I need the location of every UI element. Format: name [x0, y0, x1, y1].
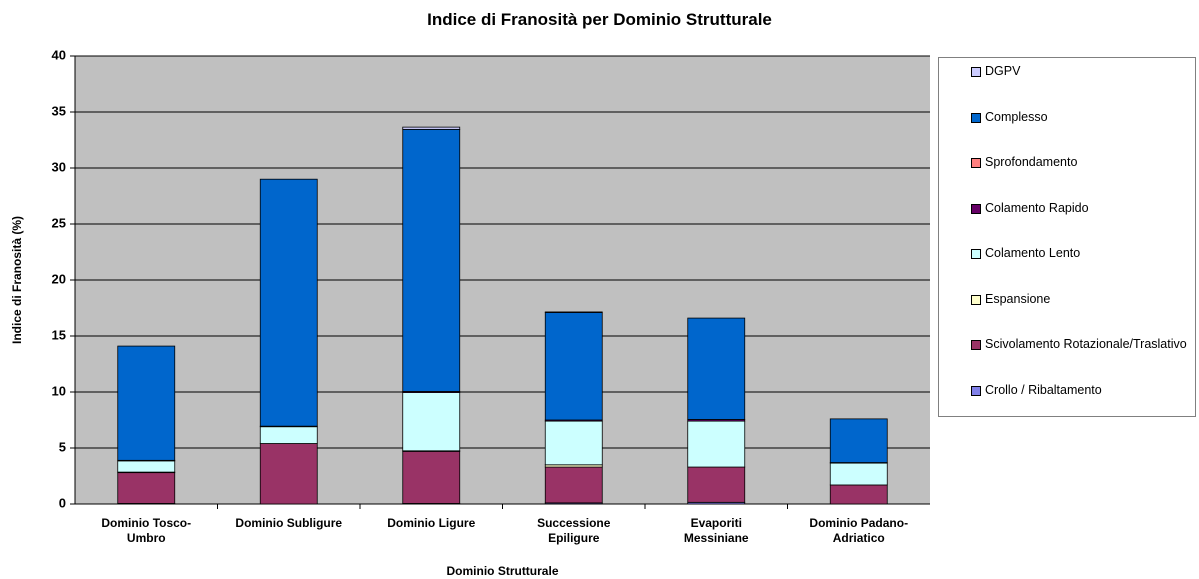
bar-segment: [402, 126, 461, 130]
y-tick-label: 10: [52, 383, 66, 398]
chart-title: Indice di Franosità per Dominio Struttur…: [427, 10, 772, 29]
bar-segment: [402, 392, 461, 452]
bar-segment: [259, 178, 318, 427]
y-tick-label: 5: [59, 439, 66, 454]
bar-segment: [117, 460, 176, 473]
bar-segment: [687, 317, 746, 420]
bar-segment: [687, 420, 746, 468]
y-tick-label: 35: [52, 103, 66, 118]
legend: Crollo / Ribaltamento Scivolamento Rotazi…: [938, 57, 1196, 417]
legend-label: DGPV: [985, 64, 1021, 78]
legend-swatch: [971, 67, 981, 77]
bar-segment: [544, 312, 603, 421]
bar-segment: [259, 443, 318, 505]
legend-swatch: [971, 340, 981, 350]
y-tick-label: 20: [52, 271, 66, 286]
y-tick-label: 30: [52, 159, 66, 174]
bar-segment: [829, 462, 888, 486]
x-tick-label: Successione Epiligure: [537, 516, 611, 545]
y-tick-label: 25: [52, 215, 66, 230]
legend-label: Scivolamento Rotazionale/Traslativo: [985, 337, 1187, 351]
bar-segment: [829, 484, 888, 505]
x-tick-label: Dominio Tosco-Umbro: [101, 516, 192, 545]
y-tick-label: 40: [52, 47, 66, 62]
legend-label: Crollo / Ribaltamento: [985, 382, 1102, 397]
y-axis-label: Indice di Franosità (%): [10, 216, 24, 344]
x-axis-label: Dominio Strutturale: [446, 564, 559, 578]
x-tick-label: Dominio Padano-Adriatico: [809, 516, 909, 545]
bar-segment: [544, 420, 603, 466]
bar-segment: [687, 466, 746, 503]
bar-segment: [117, 472, 176, 504]
legend-swatch: [971, 385, 981, 396]
legend-swatch: [971, 294, 981, 305]
bar-segment: [259, 426, 318, 444]
y-tick-label: 0: [59, 495, 66, 510]
legend-swatch: [971, 203, 981, 214]
bar-segment: [117, 345, 176, 461]
x-tick-label: Dominio Subligure: [235, 516, 343, 530]
legend-swatch: [971, 158, 981, 168]
legend-label: Espansione: [985, 291, 1051, 306]
bar-segment: [402, 128, 461, 392]
legend-swatch: [971, 249, 981, 259]
bar-segment: [544, 466, 603, 504]
legend-label: Sprofondamento: [985, 155, 1078, 169]
bar-segment: [829, 418, 888, 463]
bar-segment: [402, 450, 461, 504]
legend-label: Colamento Rapido: [985, 200, 1089, 215]
x-tick-label: Dominio Ligure: [387, 516, 476, 530]
legend-swatch: [971, 112, 981, 123]
bar-segment: [544, 311, 603, 313]
x-tick-label: Evaporiti Messiniane: [683, 516, 749, 545]
y-tick-label: 15: [52, 327, 66, 342]
legend-label: Complesso: [985, 109, 1048, 124]
legend-label: Colamento Lento: [985, 246, 1081, 260]
